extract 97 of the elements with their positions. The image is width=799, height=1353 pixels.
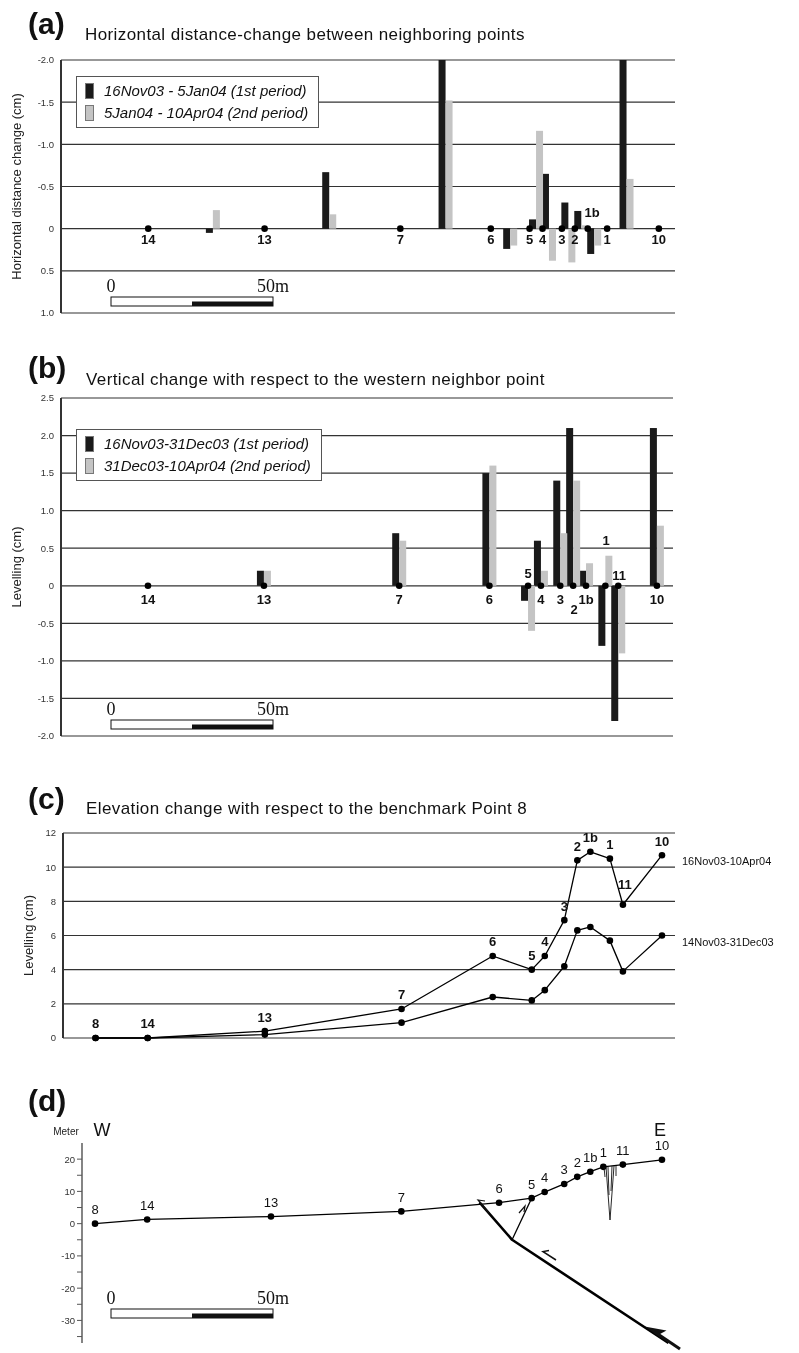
text: W (93, 1119, 111, 1140)
annotation: 0 (106, 1288, 116, 1309)
x-tick-label: 7 (397, 1189, 405, 1205)
annotation: 5 (524, 566, 532, 582)
y-tick-label: -20 (61, 1282, 75, 1294)
x-tick-label: 4 (538, 232, 547, 248)
x-tick-label: 1 (603, 232, 611, 248)
y-axis-title: Levelling (cm) (21, 895, 37, 976)
x-tick-label: 7 (396, 232, 404, 248)
y-tick-label: 0 (50, 1032, 56, 1044)
x-tick-label: 14 (140, 592, 156, 608)
y-tick-label: 1.5 (40, 467, 54, 479)
y-axis-title: Meter (53, 1126, 80, 1137)
x-tick-label: 2 (571, 232, 579, 248)
y-axis-title: Levelling (cm) (9, 526, 25, 608)
text: E (653, 1119, 667, 1140)
legend-label: 16Nov03-31Dec03 (1st period) (104, 434, 310, 454)
x-tick-label: 10 (654, 833, 670, 849)
x-tick-label: 3 (556, 592, 564, 608)
y-tick-label: 4 (50, 964, 56, 976)
legend-label: 5Jan04 - 10Apr04 (2nd period) (104, 103, 309, 123)
x-tick-label: 5 (528, 1176, 536, 1192)
x-tick-label: 14 (140, 1016, 156, 1032)
x-tick-label: 3 (558, 232, 566, 248)
annotation: 11 (612, 568, 626, 584)
y-tick-label: 0 (48, 223, 54, 235)
x-tick-label: 6 (495, 1181, 503, 1197)
text: (d) (28, 1084, 67, 1117)
x-tick-label: 4 (541, 1170, 549, 1186)
x-tick-label: 1 (599, 1145, 607, 1161)
x-tick-label: 8 (91, 1016, 100, 1032)
y-tick-label: -0.5 (37, 180, 54, 192)
x-tick-label: 1b (578, 592, 594, 608)
y-tick-label: 2 (50, 998, 56, 1010)
x-tick-label: 1b (582, 830, 599, 846)
text: (a) (28, 7, 65, 40)
x-tick-label: 2 (573, 1155, 581, 1171)
y-tick-label: 0 (69, 1218, 75, 1230)
chart-title: Horizontal distance-change between neighboring points (85, 25, 525, 44)
y-tick-label: 10 (45, 861, 56, 873)
annotation: 50m (256, 1288, 290, 1309)
y-axis-title: Horizontal distance change (cm) (9, 93, 25, 280)
text: (b) (28, 351, 67, 384)
annotation: 1b (584, 205, 600, 221)
x-tick-label: 14 (139, 1197, 155, 1213)
x-tick-label: 13 (257, 232, 272, 248)
x-tick-label: 5 (525, 232, 534, 248)
y-tick-label: 20 (64, 1153, 75, 1165)
x-tick-label: 13 (257, 1009, 273, 1025)
x-tick-label: 3 (560, 1162, 568, 1178)
x-tick-label: 13 (263, 1194, 279, 1210)
annotation: 50m (256, 276, 290, 297)
y-tick-label: -1.0 (37, 138, 54, 150)
y-tick-label: 2.0 (40, 429, 54, 441)
annotation: 50m (256, 699, 290, 720)
annotation: 0 (106, 276, 116, 297)
text: (c) (28, 782, 65, 815)
y-tick-label: 2.5 (40, 392, 54, 404)
x-tick-label: 1 (606, 837, 614, 853)
y-tick-label: 1.0 (40, 505, 54, 517)
annotation: 0 (106, 699, 116, 720)
y-tick-label: 1.0 (40, 307, 54, 319)
y-tick-label: -1.0 (37, 655, 54, 667)
y-tick-label: 12 (45, 827, 56, 839)
y-tick-label: 0.5 (40, 542, 54, 554)
x-tick-label: 8 (91, 1202, 99, 1218)
series-label: 14Nov03-31Dec03 (682, 935, 774, 948)
x-tick-label: 14 (141, 232, 157, 248)
legend-label: 31Dec03-10Apr04 (2nd period) (104, 456, 311, 476)
x-tick-label: 10 (649, 592, 665, 608)
y-tick-label: -2.0 (37, 54, 54, 66)
x-tick-label: 1b (583, 1150, 598, 1166)
y-tick-label: -0.5 (37, 617, 54, 629)
y-tick-label: -1.5 (37, 96, 54, 108)
y-tick-label: -2.0 (37, 730, 54, 742)
y-tick-label: 0.5 (40, 265, 54, 277)
chart-title: Vertical change with respect to the western neighbor point (86, 370, 545, 389)
y-tick-label: -10 (61, 1250, 75, 1262)
annotation: 1 (602, 533, 610, 549)
chart-title: Elevation change with respect to the benchmark Point 8 (86, 799, 528, 818)
series-label: 16Nov03-10Apr04 (682, 855, 772, 868)
x-tick-label: 13 (256, 592, 272, 608)
y-tick-label: 0 (48, 580, 54, 592)
x-tick-label: 4 (537, 592, 546, 608)
x-tick-label: 7 (397, 987, 406, 1003)
x-tick-label: 2 (573, 838, 581, 854)
x-tick-label: 6 (485, 592, 494, 608)
y-tick-label: -1.5 (37, 692, 54, 704)
y-tick-label: -30 (61, 1314, 75, 1326)
y-tick-label: 8 (50, 895, 56, 907)
x-tick-label: 6 (487, 232, 495, 248)
x-tick-label: 10 (651, 232, 667, 248)
legend-label: 16Nov03 - 5Jan04 (1st period) (104, 81, 307, 101)
x-tick-label: 11 (616, 1143, 630, 1159)
annotation: 2 (570, 602, 578, 618)
x-tick-label: 10 (654, 1138, 670, 1154)
x-tick-label: 7 (395, 592, 403, 608)
